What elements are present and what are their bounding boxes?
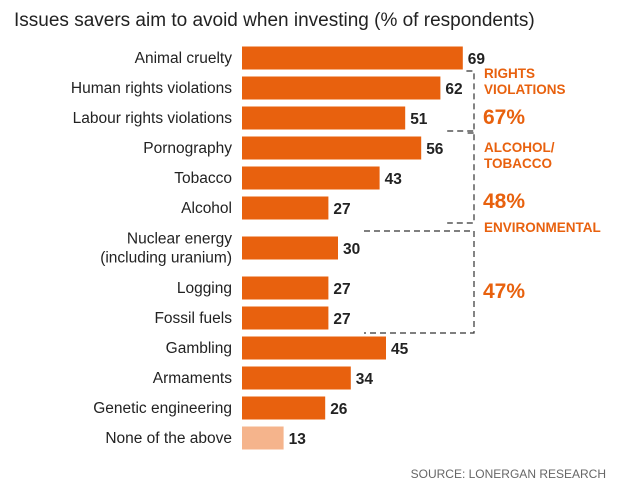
bar — [242, 76, 441, 100]
value-label: 62 — [445, 81, 462, 98]
category-label: Pornography — [143, 140, 232, 157]
group-bracket — [364, 230, 475, 334]
bar — [242, 106, 406, 130]
value-label: 27 — [333, 201, 350, 218]
chart-title: Issues savers aim to avoid when investin… — [14, 10, 535, 31]
source-note: SOURCE: LONERGAN RESEARCH — [411, 467, 606, 481]
value-label: 51 — [410, 111, 428, 128]
group-bracket — [447, 130, 475, 224]
group-label: ENVIRONMENTAL — [484, 220, 601, 235]
value-label: 69 — [468, 51, 486, 68]
bar — [242, 46, 463, 70]
category-label: Armaments — [153, 370, 232, 387]
bar — [242, 396, 326, 420]
group-label: ALCOHOL/TOBACCO — [484, 140, 555, 171]
group-label: RIGHTS VIOLATIONS — [484, 66, 566, 97]
value-label: 34 — [356, 371, 374, 388]
category-label: Fossil fuels — [154, 310, 232, 327]
bar — [242, 196, 329, 220]
bar — [242, 166, 380, 190]
group-bracket — [466, 70, 475, 134]
value-label: 13 — [289, 431, 307, 448]
category-label: Nuclear energy (including uranium) — [100, 231, 232, 267]
category-label: None of the above — [105, 430, 232, 447]
category-label: Alcohol — [181, 200, 232, 217]
bar — [242, 306, 329, 330]
bar — [242, 136, 422, 160]
bars-layer: Animal cruelty 69 Human rights violations 6… — [71, 46, 486, 450]
bar — [242, 426, 284, 450]
category-label: Human rights violations — [71, 80, 232, 97]
category-label: Logging — [177, 280, 232, 297]
value-label: 43 — [385, 171, 403, 188]
category-label: Gambling — [166, 340, 232, 357]
bar — [242, 276, 329, 300]
value-label: 56 — [426, 141, 444, 158]
bar — [242, 366, 351, 390]
category-label: Genetic engineering — [93, 400, 232, 417]
value-label: 45 — [391, 341, 409, 358]
category-label: Labour rights violations — [73, 110, 233, 127]
brackets-layer: RIGHTS VIOLATIONS 67% ALCOHOL/TOBACCO 48% ENV… — [364, 66, 601, 334]
category-label: Animal cruelty — [135, 50, 233, 67]
group-percent: 48% — [483, 190, 525, 213]
value-label: 30 — [343, 241, 360, 258]
group-percent: 47% — [483, 280, 525, 303]
value-label: 27 — [333, 311, 350, 328]
value-label: 26 — [330, 401, 348, 418]
value-label: 27 — [333, 281, 350, 298]
category-label: Tobacco — [174, 170, 232, 187]
bar — [242, 336, 386, 360]
bar — [242, 236, 338, 260]
group-percent: 67% — [483, 106, 525, 129]
